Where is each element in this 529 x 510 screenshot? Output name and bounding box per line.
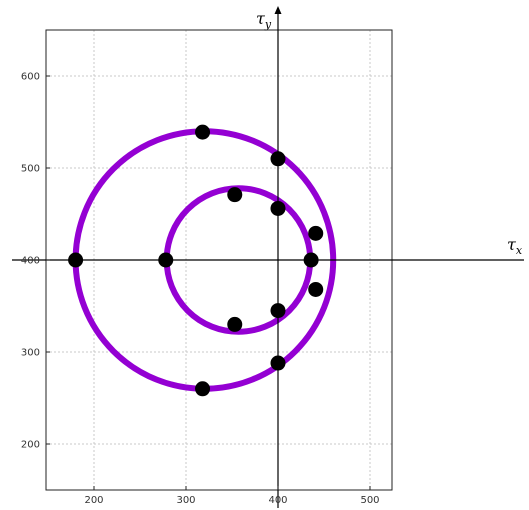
- y-tick-label: 300: [21, 348, 40, 359]
- data-point: [303, 252, 319, 268]
- data-point: [270, 303, 286, 319]
- data-point: [270, 151, 286, 167]
- x-tick-label: 500: [360, 495, 379, 506]
- tick-labels: 200 300 400 500 200 300 400 500 600: [21, 72, 380, 507]
- x-tick-label: 300: [176, 495, 195, 506]
- x-tick-label: 200: [84, 495, 103, 506]
- data-point: [227, 316, 243, 332]
- data-point: [195, 381, 211, 397]
- y-axis-label: τy: [256, 9, 272, 31]
- data-point: [308, 281, 324, 297]
- data-point: [308, 225, 324, 241]
- y-axis-arrow: [274, 6, 282, 14]
- axes: [12, 6, 524, 508]
- x-axis-label-sub: x: [516, 244, 523, 257]
- data-point: [227, 187, 243, 203]
- stress-points: [68, 124, 324, 397]
- y-tick-label: 200: [21, 440, 40, 451]
- y-axis-label-sub: y: [264, 18, 272, 31]
- x-tick-label: 400: [268, 495, 287, 506]
- y-tick-label: 600: [21, 72, 40, 83]
- y-tick-label: 500: [21, 164, 40, 175]
- data-point: [68, 252, 84, 268]
- x-axis-label-main: τ: [507, 235, 517, 254]
- data-point: [270, 355, 286, 371]
- data-point: [195, 124, 211, 140]
- y-axis-label-main: τ: [256, 9, 266, 28]
- x-axis-label: τx: [507, 235, 523, 257]
- data-point: [270, 200, 286, 216]
- data-point: [158, 252, 174, 268]
- y-tick-label: 400: [21, 256, 40, 267]
